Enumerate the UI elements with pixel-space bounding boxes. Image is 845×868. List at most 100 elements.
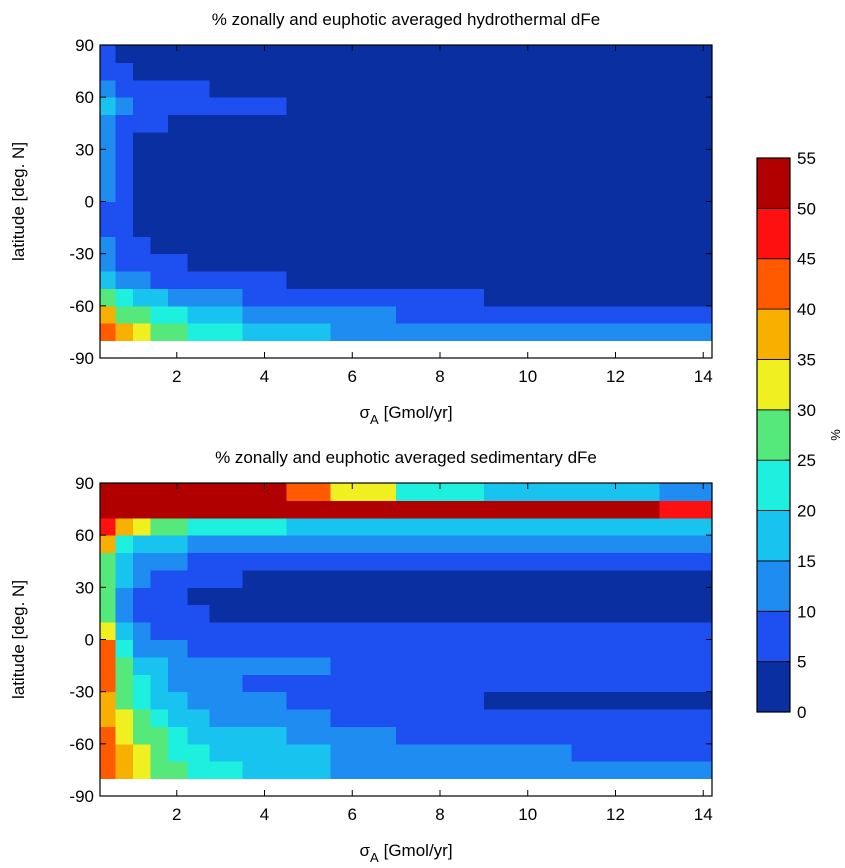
contour-cell — [286, 79, 331, 98]
contour-cell — [132, 587, 151, 606]
contour-cell — [330, 517, 397, 536]
contour-cell — [100, 483, 116, 501]
contour-cell — [330, 500, 397, 519]
colorbar-tick-label: 40 — [797, 300, 816, 319]
x-label-subscript: A — [370, 412, 379, 427]
contour-cell — [483, 149, 573, 168]
contour-cell — [100, 517, 116, 536]
contour-cell — [209, 218, 244, 237]
contour-cell — [132, 691, 151, 710]
contour-cell — [100, 656, 116, 675]
contour-cell — [286, 166, 331, 185]
y-tick-label: 90 — [75, 474, 94, 493]
contour-cell — [150, 604, 169, 623]
contour-cell — [187, 552, 211, 571]
contour-cell — [187, 691, 211, 710]
contour-cell — [150, 726, 169, 745]
contour-cell — [168, 305, 189, 324]
contour-cell — [242, 166, 287, 185]
contour-cell — [115, 236, 134, 255]
contour-cell — [483, 62, 573, 81]
contour-cell — [168, 166, 189, 185]
contour-cell — [396, 166, 485, 185]
y-tick-label: 60 — [75, 526, 94, 545]
contour-cell — [242, 97, 287, 116]
colorbar-band — [756, 359, 791, 411]
contour-cell — [100, 218, 116, 237]
contour-cell — [571, 218, 660, 237]
contour-cell — [209, 622, 244, 640]
contour-cell — [168, 743, 189, 762]
colorbar-band — [756, 459, 791, 511]
contour-cell — [115, 587, 134, 606]
contour-cell — [286, 271, 331, 289]
contour-cell — [396, 253, 485, 272]
contour-cell — [242, 323, 287, 342]
chart-title: % zonally and euphotic averaged sediment… — [215, 448, 597, 467]
colorbar-tick-label: 5 — [797, 653, 806, 672]
contour-cell — [150, 253, 169, 272]
contour-cell — [187, 709, 211, 727]
contour-cell — [242, 552, 287, 571]
contour-cell — [242, 709, 287, 727]
y-tick-label: -90 — [69, 787, 94, 806]
contour-cell — [659, 201, 713, 220]
y-tick-label: 0 — [85, 631, 94, 650]
contour-cell — [659, 79, 713, 98]
contour-cell — [286, 45, 331, 63]
contour-cell — [396, 483, 485, 501]
y-tick-label: 0 — [85, 193, 94, 212]
contour-cell — [168, 323, 189, 342]
contour-cell — [209, 131, 244, 150]
contour-cell — [330, 743, 397, 762]
contour-cell — [132, 569, 151, 588]
contour-cell — [330, 149, 397, 168]
contour-cell — [150, 691, 169, 710]
contour-cell — [150, 500, 169, 519]
contour-cell — [330, 114, 397, 133]
contour-cell — [396, 236, 485, 255]
contour-cell — [187, 271, 211, 289]
contour-cell — [330, 483, 397, 501]
contour-cell — [571, 236, 660, 255]
contour-cell — [396, 45, 485, 63]
colorbar-band — [756, 510, 791, 562]
contour-cell — [168, 500, 189, 519]
contour-cell — [150, 743, 169, 762]
y-tick-label: -30 — [69, 683, 94, 702]
contour-cell — [150, 79, 169, 98]
contour-cell — [571, 639, 660, 658]
contour-cell — [330, 45, 397, 63]
y-tick-label: -30 — [69, 245, 94, 264]
contour-cell — [483, 517, 573, 536]
contour-cell — [100, 622, 116, 640]
x-label-symbol: σ — [359, 841, 370, 860]
contour-cell — [168, 639, 189, 658]
contour-cell — [132, 79, 151, 98]
contour-cell — [286, 184, 331, 202]
contour-cell — [659, 218, 713, 237]
contour-cell — [209, 726, 244, 745]
contour-cell — [396, 97, 485, 116]
colorbar-band — [756, 157, 791, 209]
contour-cell — [100, 288, 116, 307]
contour-cell — [150, 517, 169, 536]
colorbar-tick-label: 30 — [797, 401, 816, 420]
contour-cell — [286, 674, 331, 693]
contour-cell — [168, 691, 189, 710]
contour-cell — [100, 587, 116, 606]
contour-cell — [396, 656, 485, 675]
contour-cell — [132, 535, 151, 554]
contour-cell — [330, 62, 397, 81]
contour-cell — [659, 709, 713, 727]
contour-cell — [659, 761, 713, 780]
contour-cell — [396, 184, 485, 202]
contour-cell — [187, 218, 211, 237]
contour-cell — [132, 166, 151, 185]
contour-cell — [571, 709, 660, 727]
contour-cell — [100, 500, 116, 519]
contour-cell — [187, 587, 211, 606]
contour-cell — [330, 761, 397, 780]
contour-cell — [571, 517, 660, 536]
contour-cell — [209, 149, 244, 168]
